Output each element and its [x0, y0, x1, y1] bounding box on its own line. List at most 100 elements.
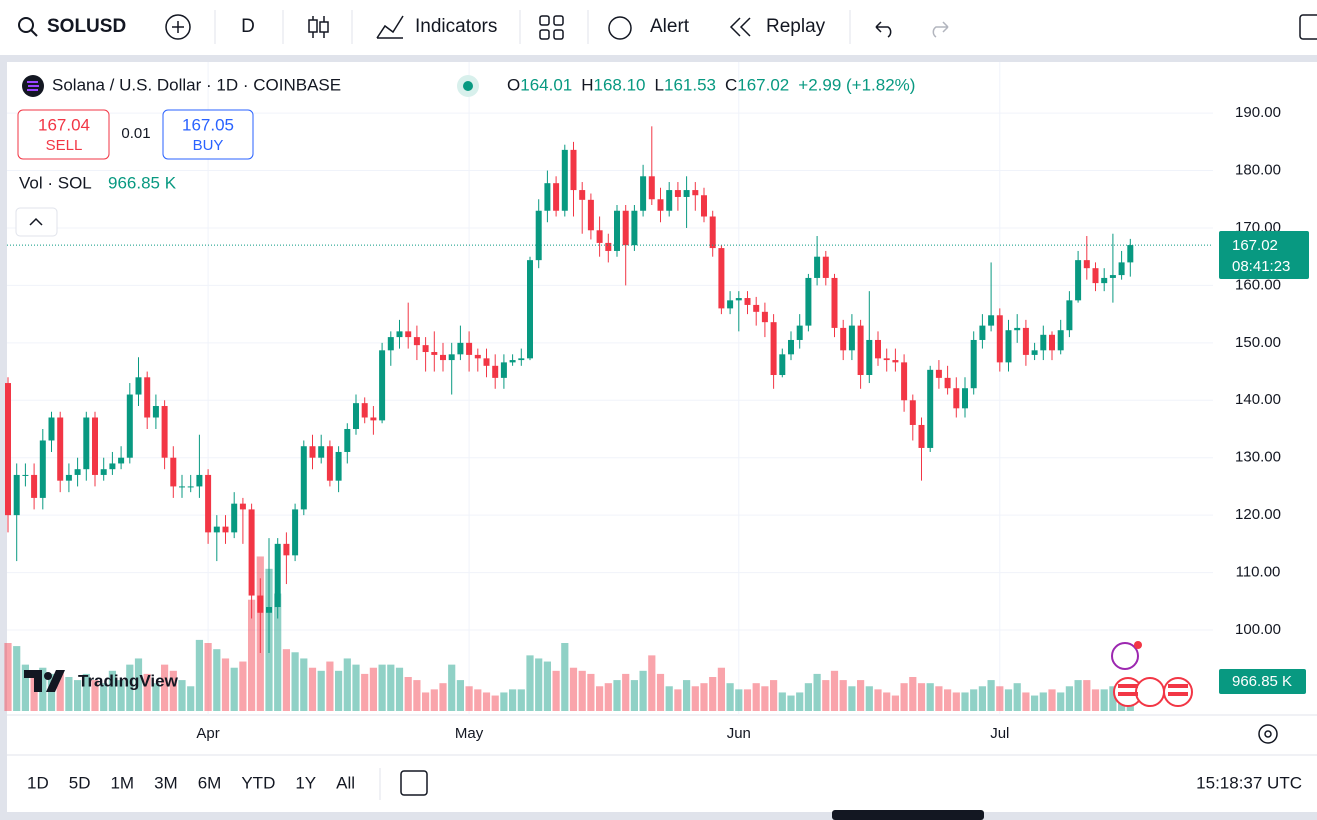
event-icon[interactable] [1111, 642, 1139, 670]
add-symbol[interactable] [165, 14, 191, 40]
candle-body [1022, 327, 1029, 355]
redo[interactable] [932, 21, 949, 38]
volume-bar [187, 686, 195, 711]
alert-button[interactable]: Alert [650, 16, 690, 37]
candle-body [196, 474, 203, 487]
buy-label: BUY [193, 137, 224, 154]
range-button[interactable]: YTD [241, 773, 275, 792]
collapse-legend[interactable] [15, 207, 58, 237]
sell-button[interactable] [17, 109, 110, 160]
candle-body [901, 362, 908, 401]
interval[interactable]: D [241, 16, 255, 37]
range-buttons: 1D 5D 1M 3M 6M YTD 1Y All [27, 773, 355, 792]
candle-body [344, 428, 351, 452]
volume-bar [317, 670, 325, 711]
market-status-dot [463, 81, 473, 91]
y-tick-label: 110.00 [1236, 564, 1281, 581]
volume-bar [587, 673, 595, 711]
y-tick-label: 160.00 [1235, 276, 1281, 293]
volume-bar [709, 677, 717, 711]
countdown: 08:41:23 [1232, 258, 1290, 275]
symbol-logo-mark [27, 81, 39, 91]
toolbar [0, 0, 1317, 55]
y-tick-label: 120.00 [1235, 506, 1281, 523]
candle-body [326, 446, 333, 481]
volume-bar [961, 692, 969, 711]
alert-icon [608, 16, 632, 40]
volume-bar [74, 680, 82, 711]
volume-bar [978, 686, 986, 711]
y-tick-label: 150.00 [1235, 334, 1281, 351]
y-tick-label: 100.00 [1235, 621, 1281, 638]
layouts-icon[interactable] [539, 15, 564, 40]
volume-bar [13, 646, 21, 711]
candle-body [527, 260, 533, 359]
volume-bar [404, 677, 412, 711]
symbol[interactable]: SOLUSD [47, 16, 126, 37]
search-icon[interactable] [18, 17, 34, 33]
volume-bar [996, 686, 1004, 711]
volume-bar [195, 639, 203, 711]
candle-body [744, 298, 751, 305]
candle-body [779, 354, 786, 376]
volume-bar [891, 695, 899, 711]
candle-body [283, 543, 290, 556]
buy-button[interactable] [162, 109, 254, 160]
candle-body [596, 230, 603, 243]
ohlc-value: 161.53 [664, 75, 716, 94]
candle-body [170, 457, 177, 487]
sell-price: 167.04 [38, 115, 90, 134]
volume-bar [535, 658, 543, 711]
volume-bar [691, 686, 699, 711]
candle-body [605, 242, 612, 251]
volume-bar [517, 689, 525, 711]
y-tick-label: 190.00 [1235, 104, 1281, 121]
range-button[interactable]: 3M [154, 773, 178, 792]
volume-bar [604, 683, 612, 711]
candle-body [509, 360, 516, 363]
candle-body [213, 526, 220, 533]
volume-bar [39, 667, 47, 711]
candle-body [709, 216, 716, 249]
indicators-button[interactable]: Indicators [415, 16, 497, 37]
undo[interactable] [875, 21, 892, 38]
volume-legend-label: Vol · SOL [19, 173, 92, 192]
date-range-button[interactable] [400, 770, 428, 796]
range-button[interactable]: 1D [27, 773, 49, 792]
volume-bar [900, 683, 908, 711]
range-button[interactable]: 6M [198, 773, 222, 792]
settings[interactable] [1258, 724, 1278, 744]
x-tick-label: Apr [196, 725, 219, 742]
candle-body [222, 526, 229, 533]
candle-body [13, 474, 20, 516]
candle-body [396, 331, 403, 338]
candle-body [1057, 330, 1064, 351]
candle-body [274, 543, 281, 608]
logo-mark [24, 670, 65, 692]
volume-bar [509, 689, 517, 711]
volume-bar [787, 695, 795, 711]
volume-bar [56, 670, 64, 711]
candle-body [1031, 350, 1038, 355]
volume-bar [857, 680, 865, 711]
add-icon [172, 21, 184, 33]
range-button[interactable]: 1Y [295, 773, 316, 792]
x-tick-label: Jun [727, 725, 751, 742]
candle-body [518, 358, 525, 361]
volume-bar [126, 664, 134, 711]
range-button[interactable]: 5D [69, 773, 91, 792]
ohlc-value: 167.02 [737, 75, 789, 94]
candle-body [770, 322, 777, 376]
candle-body [39, 440, 46, 498]
candle-body [909, 400, 916, 425]
volume-bar [613, 680, 621, 711]
replay-button[interactable]: Replay [766, 16, 826, 37]
volume-bar [91, 680, 99, 711]
range-button[interactable]: All [336, 773, 355, 792]
economic-events[interactable] [1113, 677, 1193, 707]
range-button[interactable]: 1M [110, 773, 134, 792]
candle-body [65, 474, 72, 481]
sell-label: SELL [46, 137, 83, 154]
fullscreen[interactable] [1299, 14, 1317, 40]
